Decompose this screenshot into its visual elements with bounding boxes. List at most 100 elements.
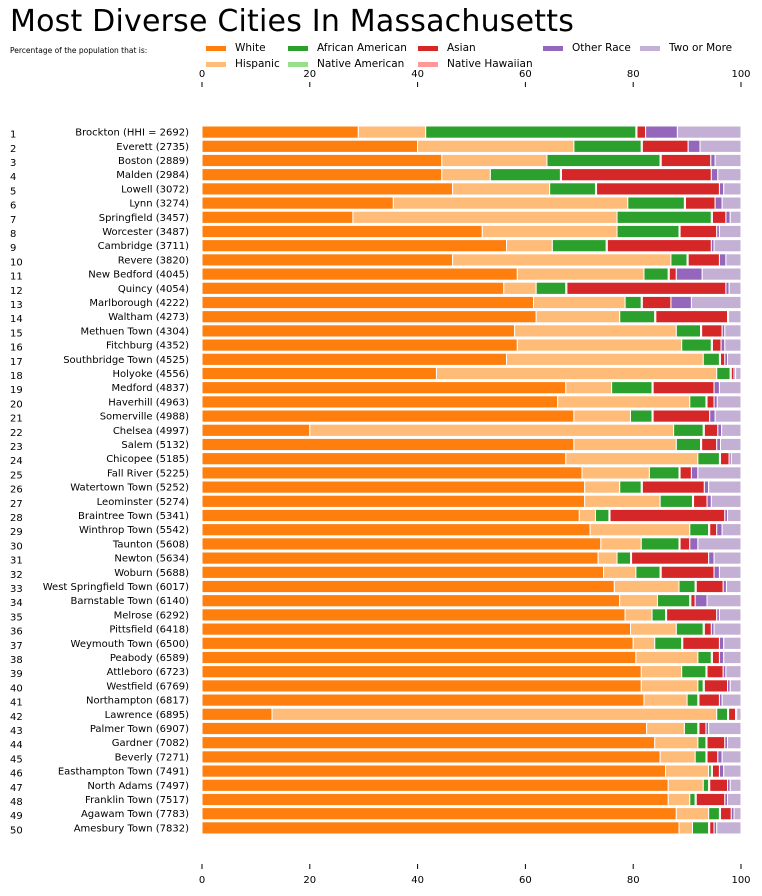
row-rank: 11 — [10, 272, 23, 283]
bar-segment-other-race — [718, 182, 725, 196]
bar-segment-hispanic — [667, 792, 691, 807]
bar-segment-african-american — [716, 366, 731, 381]
bar-segment-hispanic — [503, 281, 537, 295]
bar-row-5 — [201, 182, 742, 196]
bar-segment-white — [201, 338, 518, 352]
bar-segment-other-race — [718, 764, 725, 778]
bar-segment-hispanic — [506, 239, 553, 253]
bar-segment-white — [201, 196, 394, 210]
bar-row-27 — [201, 494, 742, 508]
bar-segment-other-race — [718, 650, 725, 665]
bar-segment-white — [201, 707, 273, 721]
row-rank: 1 — [10, 130, 16, 141]
row-label: Pittsfield (6418) — [109, 625, 189, 636]
bar-segment-white — [201, 679, 642, 693]
row-rank: 50 — [10, 825, 23, 836]
bar-row-13 — [201, 295, 742, 310]
bar-segment-hispanic — [392, 196, 629, 210]
row-rank: 33 — [10, 584, 23, 595]
bar-segment-white — [201, 409, 575, 423]
bar-segment-two-or-more — [708, 721, 742, 736]
bar-segment-hispanic — [640, 679, 699, 693]
row-label: Fitchburg (4352) — [106, 341, 189, 352]
bar-segment-hispanic — [667, 778, 704, 792]
bar-segment-white — [201, 352, 508, 366]
bar-row-18 — [201, 366, 742, 381]
bar-segment-hispanic — [516, 338, 683, 352]
bar-segment-two-or-more — [730, 452, 742, 466]
bar-row-32 — [201, 565, 742, 579]
bar-row-46 — [201, 764, 742, 778]
row-rank: 42 — [10, 712, 23, 723]
bar-segment-white — [201, 281, 505, 295]
bar-row-37 — [201, 636, 742, 650]
bar-row-12 — [201, 281, 742, 295]
bar-segment-hispanic — [675, 807, 710, 821]
row-rank: 7 — [10, 215, 16, 226]
bar-segment-other-race — [717, 750, 723, 764]
bar-segment-two-or-more — [721, 196, 742, 210]
top-tick-label-40: 40 — [411, 69, 424, 80]
bar-segment-two-or-more — [735, 366, 742, 381]
bar-segment-other-race — [645, 125, 678, 139]
row-label: Westfield (6769) — [106, 681, 189, 692]
bar-segment-african-american — [549, 182, 596, 196]
bar-segment-asian — [606, 239, 712, 253]
bar-segment-white — [201, 381, 567, 395]
bar-segment-two-or-more — [723, 764, 742, 778]
row-label: Springfield (3457) — [99, 213, 189, 224]
bar-row-38 — [201, 650, 742, 665]
bar-segment-two-or-more — [720, 437, 742, 452]
row-label: Woburn (5688) — [114, 568, 189, 579]
row-label: Gardner (7082) — [112, 738, 189, 749]
top-tick-label-100: 100 — [731, 69, 750, 80]
bar-segment-two-or-more — [727, 508, 742, 523]
bar-row-8 — [201, 224, 742, 239]
bar-segment-hispanic — [352, 210, 618, 224]
bar-segment-two-or-more — [699, 139, 742, 153]
bar-row-40 — [201, 679, 742, 693]
bar-segment-white — [201, 168, 443, 182]
bar-segment-white — [201, 736, 656, 750]
row-rank: 47 — [10, 783, 23, 794]
chart-title: Most Diverse Cities In Massachusetts — [10, 4, 575, 39]
bar-segment-two-or-more — [725, 253, 742, 267]
bar-segment-hispanic — [597, 551, 618, 565]
bar-segment-two-or-more — [727, 736, 742, 750]
legend-swatch-white — [206, 45, 226, 51]
bar-segment-white — [201, 579, 615, 594]
legend-item-other-race: Other Race — [543, 41, 631, 55]
bar-segment-asian — [706, 736, 726, 750]
legend-item-native-hawaiian: Native Hawaiian — [418, 57, 533, 71]
bar-segment-two-or-more — [727, 352, 742, 366]
bar-segment-white — [201, 267, 518, 281]
bar-segment-african-american — [659, 494, 693, 508]
row-label: Chelsea (4997) — [113, 426, 189, 437]
bottom-tick-label-100: 100 — [731, 875, 750, 886]
bar-segment-white — [201, 792, 669, 807]
row-rank: 41 — [10, 698, 23, 709]
row-label: New Bedford (4045) — [88, 270, 189, 281]
top-x-axis: 0 20 40 60 80 100 — [199, 69, 751, 87]
bar-segment-two-or-more — [728, 310, 742, 324]
bar-segment-white — [201, 594, 621, 608]
bar-segment-asian — [703, 679, 729, 693]
bar-segment-white — [201, 366, 437, 381]
bar-segment-hispanic — [452, 182, 551, 196]
row-label: Methuen Town (4304) — [80, 326, 189, 337]
bar-segment-asian — [706, 395, 715, 409]
bar-segment-two-or-more — [725, 579, 742, 594]
bar-segment-other-race — [689, 537, 699, 551]
bar-segment-african-american — [616, 210, 712, 224]
bar-segment-other-race — [720, 338, 726, 352]
bar-segment-two-or-more — [723, 182, 742, 196]
bar-segment-white — [201, 807, 677, 821]
bar-segment-african-american — [716, 707, 729, 721]
bar-segment-two-or-more — [721, 423, 742, 437]
bar-row-2 — [201, 139, 742, 153]
row-rank: 6 — [10, 201, 16, 212]
legend-item-two-or-more: Two or More — [640, 41, 732, 55]
row-label: Somerville (4988) — [100, 412, 189, 423]
row-label: West Springfield Town (6017) — [43, 582, 189, 593]
bar-segment-hispanic — [589, 523, 691, 537]
